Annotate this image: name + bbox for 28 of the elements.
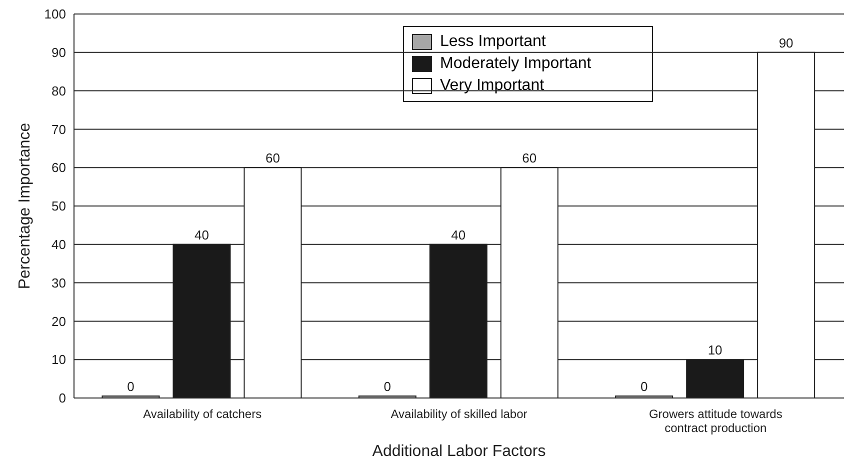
data-label: 40	[194, 227, 209, 242]
x-axis-title: Additional Labor Factors	[372, 443, 546, 460]
data-label: 10	[708, 342, 722, 358]
data-label: 90	[778, 35, 794, 50]
y-tick-label: 40	[52, 237, 66, 252]
data-label: 60	[266, 150, 280, 166]
y-axis-title: Percentage Importance	[16, 122, 34, 290]
y-tick-label: 100	[44, 6, 66, 22]
x-tick-label: Availability of skilled labor	[390, 407, 528, 421]
x-tick-label: Availability of catchers	[143, 407, 262, 421]
y-tick-label: 10	[52, 352, 66, 368]
y-tick-label: 30	[52, 275, 66, 290]
data-label: 0	[127, 379, 134, 394]
y-tick-label: 60	[52, 160, 66, 176]
data-label: 60	[522, 150, 537, 166]
y-tick-label: 70	[52, 122, 66, 137]
legend-label: Very Important	[440, 77, 544, 95]
y-tick-label: 80	[52, 83, 66, 98]
y-tick-label: 0	[58, 390, 66, 406]
legend-label: Less Important	[440, 33, 546, 51]
legend-label: Moderately Important	[440, 55, 592, 73]
data-label: 40	[451, 227, 466, 242]
data-label: 0	[384, 379, 392, 394]
x-tick-label: Growers attitude towards contract production	[648, 407, 782, 435]
y-tick-label: 20	[52, 314, 66, 329]
data-label: 0	[640, 379, 648, 394]
y-tick-label: 50	[52, 198, 66, 214]
y-tick-label: 90	[52, 45, 66, 60]
